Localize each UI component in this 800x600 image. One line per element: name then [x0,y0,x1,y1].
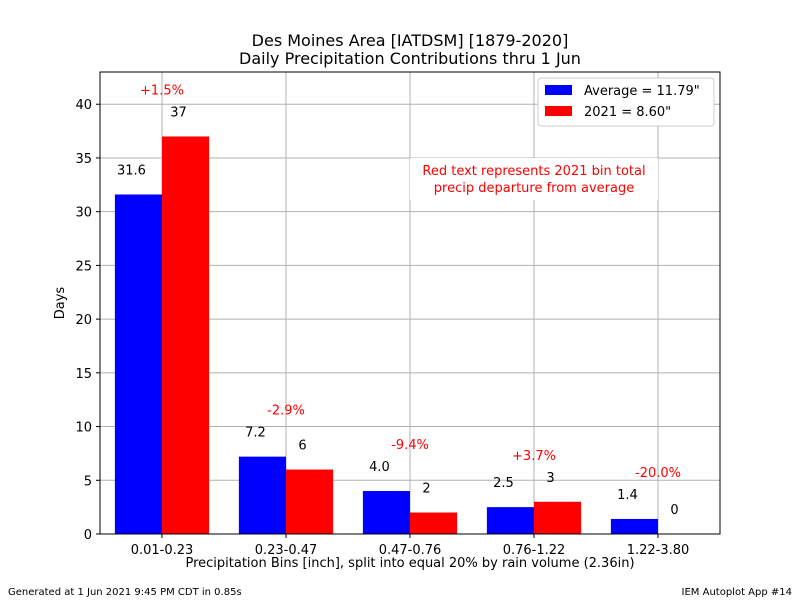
y-tick-label: 20 [75,313,92,328]
y-tick-label: 40 [75,98,92,113]
y-tick-label: 10 [75,421,92,436]
legend: Average = 11.79" 2021 = 8.60" [537,77,715,127]
footer-app-text: IEM Autoplot App #14 [682,587,792,598]
annotation-line-1: Red text represents 2021 bin total [422,164,645,179]
bar-labels-group: 31.6 7.2 4.0 2.5 1.4 37 6 2 3 0 +1.5% -2.9% -9.4% +3.… [117,83,681,518]
bar-average-4 [486,507,534,534]
value-label-2021-4: 3 [546,471,554,486]
departure-label-1: +1.5% [140,83,184,98]
departure-label-2: -2.9% [267,404,305,419]
x-tick-label: 0.23-0.47 [255,543,318,558]
legend-label-2021: 2021 = 8.60" [584,105,671,120]
legend-label-average: Average = 11.79" [584,84,700,99]
departure-label-5: -20.0% [635,466,681,481]
bar-average-1 [114,194,162,535]
y-tick-label: 25 [75,259,92,274]
value-label-2021-2: 6 [298,439,306,454]
departure-label-4: +3.7% [512,449,556,464]
bar-2021-3 [410,512,458,534]
bar-average-2 [238,456,286,534]
value-label-average-2: 7.2 [245,426,266,441]
value-label-2021-3: 2 [422,482,430,497]
x-tick-label: 1.22-3.80 [627,543,690,558]
annotation-background [410,158,658,200]
y-tick-label: 0 [84,528,92,543]
value-label-2021-1: 37 [170,105,187,120]
bar-average-5 [610,518,658,534]
departure-label-3: -9.4% [391,438,429,453]
legend-swatch-average [545,85,572,95]
value-label-average-5: 1.4 [617,488,638,503]
value-label-average-1: 31.6 [117,163,146,178]
y-tick-label: 30 [75,206,92,221]
chart-title-line-1: Des Moines Area [IATDSM] [1879-2020] [252,31,569,50]
x-tick-label: 0.76-1.22 [503,543,566,558]
y-tick-label: 15 [75,367,92,382]
y-tick-label: 35 [75,152,92,167]
bar-2021-4 [534,501,582,534]
legend-swatch-2021 [545,106,572,116]
chart-title-line-2: Daily Precipitation Contributions thru 1… [239,49,581,68]
value-label-average-4: 2.5 [493,476,514,491]
bar-average-3 [362,491,410,534]
footer-generated-text: Generated at 1 Jun 2021 9:45 PM CDT in 0… [8,587,242,598]
x-axis-label: Precipitation Bins [inch], split into eq… [185,556,634,571]
value-label-average-3: 4.0 [369,460,390,475]
y-tick-label: 5 [84,474,92,489]
x-tick-label: 0.47-0.76 [379,543,442,558]
bar-2021-1 [162,136,210,534]
y-axis-label: Days [53,287,68,320]
bar-2021-2 [286,469,334,534]
annotation-line-2: precip departure from average [434,181,634,196]
x-tick-label: 0.01-0.23 [131,543,194,558]
value-label-2021-5: 0 [670,503,678,518]
legend-frame [537,77,715,127]
bars-group [114,136,658,535]
